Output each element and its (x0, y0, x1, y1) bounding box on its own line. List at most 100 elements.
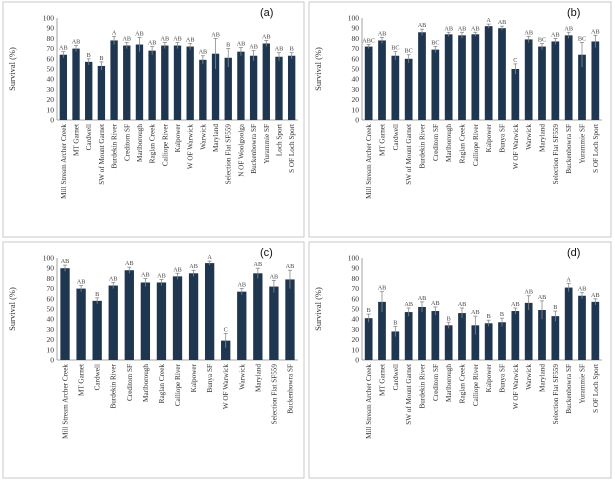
significance-letter: AB (498, 19, 507, 26)
significance-letter: AB (173, 266, 182, 273)
category-label: Selection Flat SF559 (552, 124, 560, 185)
significance-letter: AB (404, 301, 413, 308)
y-tick-label: 50 (352, 305, 360, 314)
bar (471, 34, 480, 120)
significance-letter: AB (471, 25, 480, 32)
category-label: Kalpower (174, 123, 182, 152)
y-tick-label: 90 (47, 264, 55, 273)
bar (591, 301, 600, 360)
significance-letter: B (553, 304, 557, 311)
y-tick-label: 0 (50, 116, 54, 125)
category-label: Selection Flat SF559 (552, 364, 560, 425)
bar (511, 69, 520, 120)
significance-letter: AB (458, 25, 467, 32)
y-tick-label: 100 (43, 14, 55, 23)
significance-letter: C (224, 326, 228, 333)
bar (188, 273, 199, 360)
category-label: Selection Flat SF559 (225, 124, 233, 185)
category-label: MT Garnet (78, 364, 86, 396)
significance-letter: AB (378, 30, 387, 37)
bar (275, 56, 283, 120)
significance-letter: AB (59, 45, 68, 52)
significance-letter: AB (511, 301, 520, 308)
category-label: Calliope River (472, 363, 480, 406)
significance-letter: B (447, 315, 451, 322)
significance-letter: AB (524, 29, 533, 36)
bar (237, 291, 247, 360)
bar (262, 43, 270, 120)
category-label: Maryland (539, 364, 547, 392)
bar (418, 306, 426, 360)
bar (123, 45, 131, 120)
category-label: Warwick (238, 364, 246, 390)
category-label: Burdekin River (111, 123, 119, 168)
bar (498, 28, 506, 121)
significance-letter: AB (189, 263, 198, 270)
y-tick-label: 90 (352, 24, 360, 33)
bar (224, 57, 232, 120)
y-tick-label: 80 (47, 34, 55, 43)
category-label: Bunya SF (206, 364, 214, 393)
category-label: W OF Warwick (512, 124, 520, 169)
category-label: Mill Stream Archer Creek (62, 364, 70, 439)
category-label: Buckenbowra SF (565, 124, 573, 174)
significance-letter: B (95, 291, 99, 298)
significance-letter: AB (61, 258, 70, 265)
category-label: Buckenbowra SF (565, 364, 573, 414)
bar (172, 276, 183, 360)
category-label: Kalpower (485, 123, 493, 152)
y-tick-label: 20 (352, 335, 360, 344)
category-label: Buckenbowra SF (250, 124, 258, 174)
significance-letter: AB (270, 273, 279, 280)
bar (97, 65, 106, 120)
significance-letter: BC (391, 45, 399, 52)
category-label: Yurammie SF (579, 124, 587, 164)
bar (444, 325, 453, 360)
y-tick-label: 40 (47, 75, 55, 84)
category-label: Cardwell (392, 124, 400, 150)
bar (92, 300, 102, 360)
category-label: MT Garnet (73, 124, 81, 156)
panel-label: (d) (567, 247, 580, 259)
category-label: MT Garnet (379, 124, 387, 156)
y-axis-label: Survival (%) (7, 287, 17, 331)
bar (538, 46, 546, 121)
category-label: Bunya SF (499, 124, 507, 153)
y-tick-label: 50 (47, 65, 55, 74)
bar (404, 312, 413, 360)
y-tick-label: 30 (352, 85, 360, 94)
significance-letter: A (486, 17, 491, 24)
y-tick-label: 70 (352, 44, 360, 53)
bar (578, 54, 586, 120)
bar (484, 26, 493, 120)
significance-letter: ABC (362, 38, 375, 45)
y-tick-label: 80 (352, 34, 360, 43)
y-axis-label: Survival (%) (7, 47, 17, 91)
bar (511, 311, 520, 360)
category-label: Maryland (539, 124, 547, 152)
bar (237, 51, 245, 120)
y-tick-label: 0 (355, 356, 359, 365)
y-tick-label: 100 (43, 254, 55, 263)
panel-a: (a)Survival (%)0102030405060708090100ABM… (2, 1, 305, 238)
bar (431, 49, 440, 121)
significance-letter: AB (237, 41, 246, 48)
bar (418, 32, 426, 120)
category-label: Creditom SF (126, 364, 134, 401)
bar (285, 279, 295, 360)
bar (551, 316, 560, 360)
category-label: Warwick (525, 364, 533, 390)
bar (287, 55, 296, 120)
significance-letter: AB (72, 39, 81, 46)
bar (364, 46, 373, 121)
bar (76, 288, 86, 360)
significance-letter: AB (211, 31, 220, 38)
significance-letter: BC (538, 37, 546, 44)
significance-letter: AB (249, 44, 258, 51)
significance-letter: AB (578, 286, 587, 293)
significance-letter: AB (444, 25, 453, 32)
y-tick-label: 60 (47, 54, 55, 63)
bar (249, 55, 258, 120)
bar (60, 268, 70, 360)
